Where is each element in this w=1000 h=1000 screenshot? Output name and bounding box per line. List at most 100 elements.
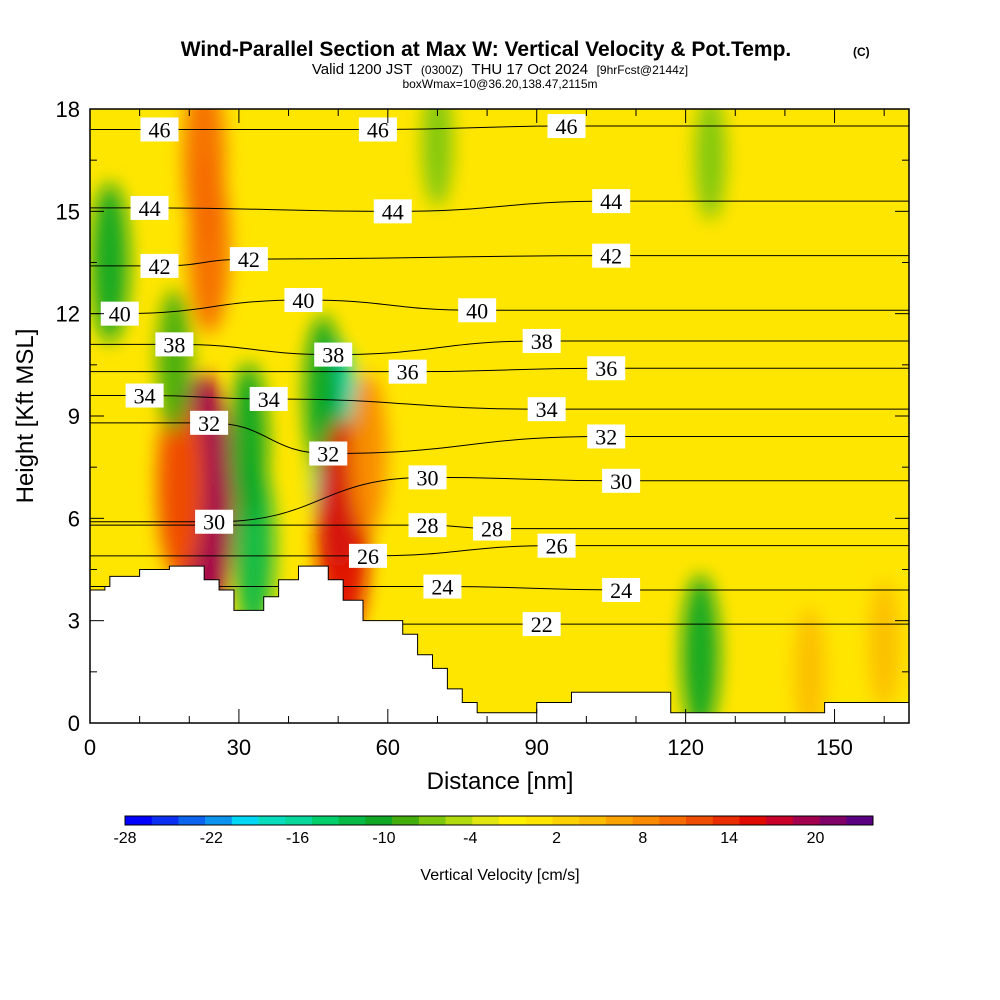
label-text: 36 — [595, 356, 617, 381]
label-box — [195, 509, 234, 534]
colorbar-swatch — [792, 816, 820, 825]
isentrope-label: 40 — [284, 288, 323, 313]
isentrope-label: 34 — [125, 383, 164, 409]
colorbar-tick-label: -22 — [200, 830, 223, 847]
colorbar-tick-label: -16 — [286, 830, 309, 847]
box-info: boxWmax=10@36.20,138.47,2115m — [402, 77, 597, 91]
y-tick-label: 18 — [56, 97, 80, 122]
isentrope-label: 34 — [527, 397, 566, 422]
colorbar-swatch — [178, 816, 206, 825]
label-text: 42 — [600, 244, 622, 269]
label-text: 34 — [134, 384, 156, 409]
isentrope-label: 38 — [314, 342, 353, 368]
isentrope-label: 42 — [592, 244, 631, 269]
isentrope-label: 32 — [587, 424, 626, 449]
label-text: 40 — [466, 298, 488, 323]
isentrope-label: 24 — [423, 574, 462, 600]
label-box — [458, 298, 497, 323]
label-box — [527, 397, 566, 422]
colorbar-swatch — [739, 816, 767, 825]
w-feature-14 — [422, 109, 453, 208]
isentrope-label: 32 — [309, 441, 348, 467]
isentrope-labels: 46 46 46 44 44 44 42 42 42 40 40 40 38 38 38 36 36 34 34 34… — [100, 114, 641, 637]
label-text: 44 — [139, 196, 161, 221]
colorbar-swatch — [418, 816, 446, 825]
label-text: 46 — [367, 117, 389, 142]
colorbar-tick-label: -28 — [113, 830, 136, 847]
label-box — [522, 328, 561, 353]
chart-title: Wind-Parallel Section at Max W: Vertical… — [181, 38, 792, 61]
valid-utc: (0300Z) — [421, 63, 463, 77]
w-feature-12 — [681, 574, 720, 723]
colorbar-swatch — [338, 816, 366, 825]
label-text: 44 — [600, 189, 622, 214]
isentrope-label: 36 — [587, 356, 626, 381]
colorbar-tick-label: 20 — [807, 830, 825, 847]
isentrope-28 — [90, 524, 909, 530]
isentrope-label: 26 — [348, 543, 387, 569]
colorbar-swatch — [605, 816, 633, 825]
colorbar-swatch — [819, 816, 847, 825]
label-text: 32 — [595, 424, 617, 449]
label-text: 46 — [556, 114, 578, 139]
label-box — [537, 533, 576, 558]
y-tick-label: 15 — [56, 199, 80, 224]
colorbar-swatch — [472, 816, 500, 825]
isentrope-label: 30 — [602, 468, 641, 494]
colorbar-swatch — [258, 816, 286, 825]
isentrope-label: 38 — [155, 332, 194, 357]
colorbar: -28 -22 -16 -10 -4 2 8 14 20 — [113, 815, 874, 847]
label-text: 26 — [546, 534, 568, 559]
label-box — [592, 189, 631, 214]
label-text: 38 — [531, 329, 553, 354]
label-text: 46 — [148, 117, 170, 142]
label-text: 42 — [238, 247, 260, 272]
plot-area: 46 46 46 44 44 44 42 42 42 40 40 40 38 38 38 36 36 34 34 34… — [90, 109, 909, 723]
label-text: 22 — [531, 612, 553, 637]
label-box — [358, 117, 397, 142]
isentrope-24 — [90, 586, 909, 591]
isentrope-label: 28 — [408, 513, 447, 538]
isentrope-label: 44 — [592, 189, 631, 214]
label-text: 28 — [481, 517, 503, 542]
label-box — [408, 513, 447, 538]
label-box — [229, 247, 268, 272]
label-text: 40 — [292, 288, 314, 313]
label-box — [587, 356, 626, 381]
isentrope-label: 42 — [229, 247, 268, 272]
x-tick-label: 0 — [84, 735, 96, 760]
y-tick-label: 9 — [68, 404, 80, 429]
w-feature-16 — [794, 607, 826, 723]
colorbar-swatch — [712, 816, 740, 825]
forecast-info: [9hrFcst@2144z] — [597, 63, 689, 77]
valid-line: Valid 1200 JST (0300Z) THU 17 Oct 2024 [… — [312, 61, 688, 78]
y-tick-label: 0 — [68, 711, 80, 736]
label-box — [602, 577, 641, 602]
isentrope-label: 26 — [537, 533, 576, 559]
colorbar-swatch — [659, 816, 687, 825]
colorbar-frame — [124, 815, 874, 826]
colorbar-swatch — [392, 816, 420, 825]
isentrope-label: 30 — [195, 509, 234, 535]
w-feature-3 — [183, 109, 225, 249]
isentrope-label: 46 — [140, 117, 179, 142]
label-box — [373, 199, 412, 224]
label-text: 24 — [610, 578, 632, 603]
label-box — [602, 468, 641, 493]
colorbar-swatch — [312, 816, 340, 825]
label-text: 40 — [109, 302, 131, 327]
label-text: 30 — [610, 469, 632, 494]
isentrope-label: 22 — [522, 612, 561, 637]
colorbar-swatch — [445, 816, 473, 825]
label-box — [309, 441, 348, 466]
w-feature-15 — [868, 580, 900, 709]
valid-prefix: Valid 1200 JST — [312, 61, 413, 78]
colorbar-swatch — [125, 816, 153, 825]
label-box — [130, 195, 169, 220]
isentrope-label: 40 — [100, 301, 139, 327]
label-box — [473, 516, 512, 541]
label-text: 38 — [322, 343, 344, 368]
label-text: 36 — [397, 360, 419, 385]
colorbar-tick-label: 14 — [720, 830, 738, 847]
